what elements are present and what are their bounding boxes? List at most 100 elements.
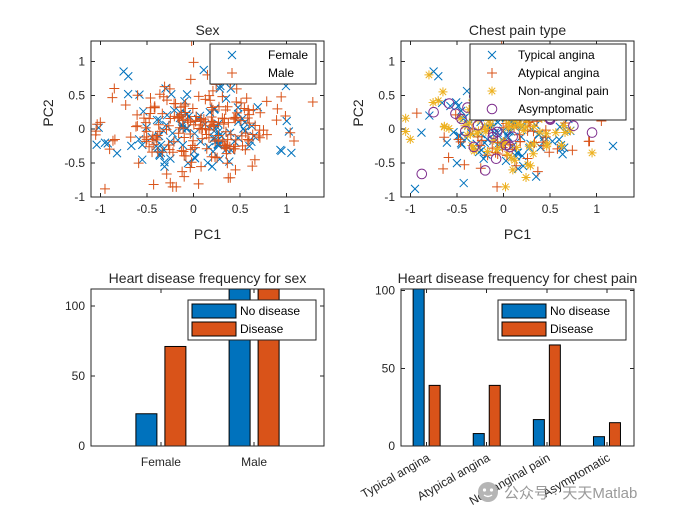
data-point [249, 154, 260, 165]
bar-no-disease-typical-angina [412, 289, 425, 446]
data-point [508, 165, 518, 175]
data-point [557, 140, 567, 150]
data-point [241, 93, 252, 104]
legend-marker [227, 68, 237, 78]
data-point [169, 98, 180, 109]
data-point [186, 157, 197, 168]
data-point [472, 128, 482, 138]
plot-area [91, 41, 318, 194]
data-point [482, 147, 492, 157]
data-point [464, 118, 474, 128]
legend-swatch [501, 303, 547, 319]
data-point [503, 123, 513, 133]
data-point [186, 41, 197, 46]
data-point [197, 123, 208, 134]
legend-item[interactable]: Disease [191, 321, 284, 337]
data-point [174, 113, 185, 124]
legend[interactable]: Female Male [209, 43, 317, 85]
data-point [558, 149, 567, 159]
data-point [224, 157, 234, 166]
legend[interactable]: Typical angina Atypical angina Non-anginal… [469, 43, 627, 121]
data-point [516, 132, 526, 142]
data-point [230, 141, 241, 152]
chart-3: Heart disease frequency for sex 0 50 100 Fem… [65, 270, 325, 469]
data-point [91, 126, 102, 137]
legend-item[interactable]: Atypical angina [487, 66, 600, 80]
data-point [529, 121, 539, 131]
data-point [135, 90, 144, 99]
y-tick-label: 0 [388, 439, 395, 453]
data-point [220, 142, 231, 153]
legend-swatch [191, 303, 237, 319]
legend-item[interactable]: Disease [501, 321, 594, 337]
data-point [217, 91, 228, 102]
data-point [438, 163, 449, 174]
legend-item[interactable]: Asymptomatic [486, 102, 593, 116]
bar-disease-asymptomatic [608, 422, 621, 446]
x-tick-label: 0.5 [542, 202, 559, 216]
legend[interactable]: No disease Disease [497, 299, 627, 341]
legend-item[interactable]: No disease [501, 303, 610, 319]
data-point [185, 128, 196, 139]
y-tick-label: 1 [388, 54, 395, 68]
data-point [410, 184, 420, 194]
y-tick-label: 50 [72, 369, 86, 383]
legend-box [209, 43, 317, 85]
data-point [231, 83, 242, 94]
data-point [123, 71, 133, 81]
data-point [171, 181, 182, 192]
data-point [174, 122, 185, 133]
data-point [213, 134, 224, 145]
legend-item[interactable]: Female [227, 48, 308, 62]
legend[interactable]: No disease Disease [187, 299, 317, 341]
legend-label: Disease [550, 322, 594, 336]
data-point [176, 145, 187, 156]
data-point [424, 111, 434, 120]
legend-item[interactable]: Typical angina [487, 48, 595, 62]
data-point [196, 113, 207, 124]
data-point [455, 136, 466, 147]
data-point [212, 152, 223, 163]
data-point [141, 136, 152, 147]
data-point [467, 141, 477, 151]
legend-item[interactable]: Non-anginal pain [487, 84, 609, 98]
data-point [243, 135, 254, 146]
data-point [444, 123, 454, 133]
data-point [501, 182, 511, 192]
data-point [208, 104, 219, 115]
data-point [133, 158, 144, 169]
y-tick-label: 0 [388, 122, 395, 136]
data-point [515, 136, 526, 147]
data-point [99, 183, 110, 194]
data-point [231, 107, 242, 118]
data-point [201, 143, 212, 154]
data-point [226, 84, 236, 93]
data-point [459, 159, 470, 170]
data-point [201, 129, 212, 140]
data-point [182, 89, 192, 99]
data-point [221, 140, 232, 151]
data-point [161, 124, 172, 135]
data-point [503, 149, 513, 159]
data-point [521, 172, 531, 182]
data-point [158, 91, 169, 102]
axes-frame [400, 288, 635, 447]
data-point [242, 112, 253, 123]
data-point [183, 117, 194, 128]
legend-item[interactable]: Male [227, 66, 294, 80]
data-point [141, 134, 152, 145]
data-point [583, 136, 594, 147]
data-point [157, 147, 168, 158]
legend-item[interactable]: No disease [191, 303, 300, 319]
data-point [139, 132, 150, 143]
data-point [112, 148, 122, 158]
data-point [452, 158, 462, 168]
data-point [190, 129, 200, 138]
data-point [196, 161, 207, 172]
data-point [433, 71, 443, 81]
data-point [289, 135, 300, 146]
data-point [271, 115, 282, 126]
watermark-text: 公众号 · 天天Matlab [504, 485, 637, 502]
data-point [191, 111, 202, 122]
data-point [516, 120, 526, 130]
